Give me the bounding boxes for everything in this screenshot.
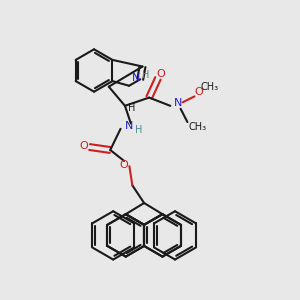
Text: N: N — [124, 122, 133, 131]
Text: H: H — [135, 125, 142, 135]
Text: CH₃: CH₃ — [189, 122, 207, 132]
Text: N: N — [132, 74, 141, 83]
Text: H: H — [128, 103, 135, 113]
Text: CH₃: CH₃ — [201, 82, 219, 92]
Text: O: O — [194, 87, 203, 97]
Text: N: N — [173, 98, 182, 109]
Text: O: O — [157, 69, 165, 79]
Text: H: H — [142, 70, 150, 80]
Text: O: O — [80, 141, 88, 151]
Text: O: O — [120, 160, 128, 170]
